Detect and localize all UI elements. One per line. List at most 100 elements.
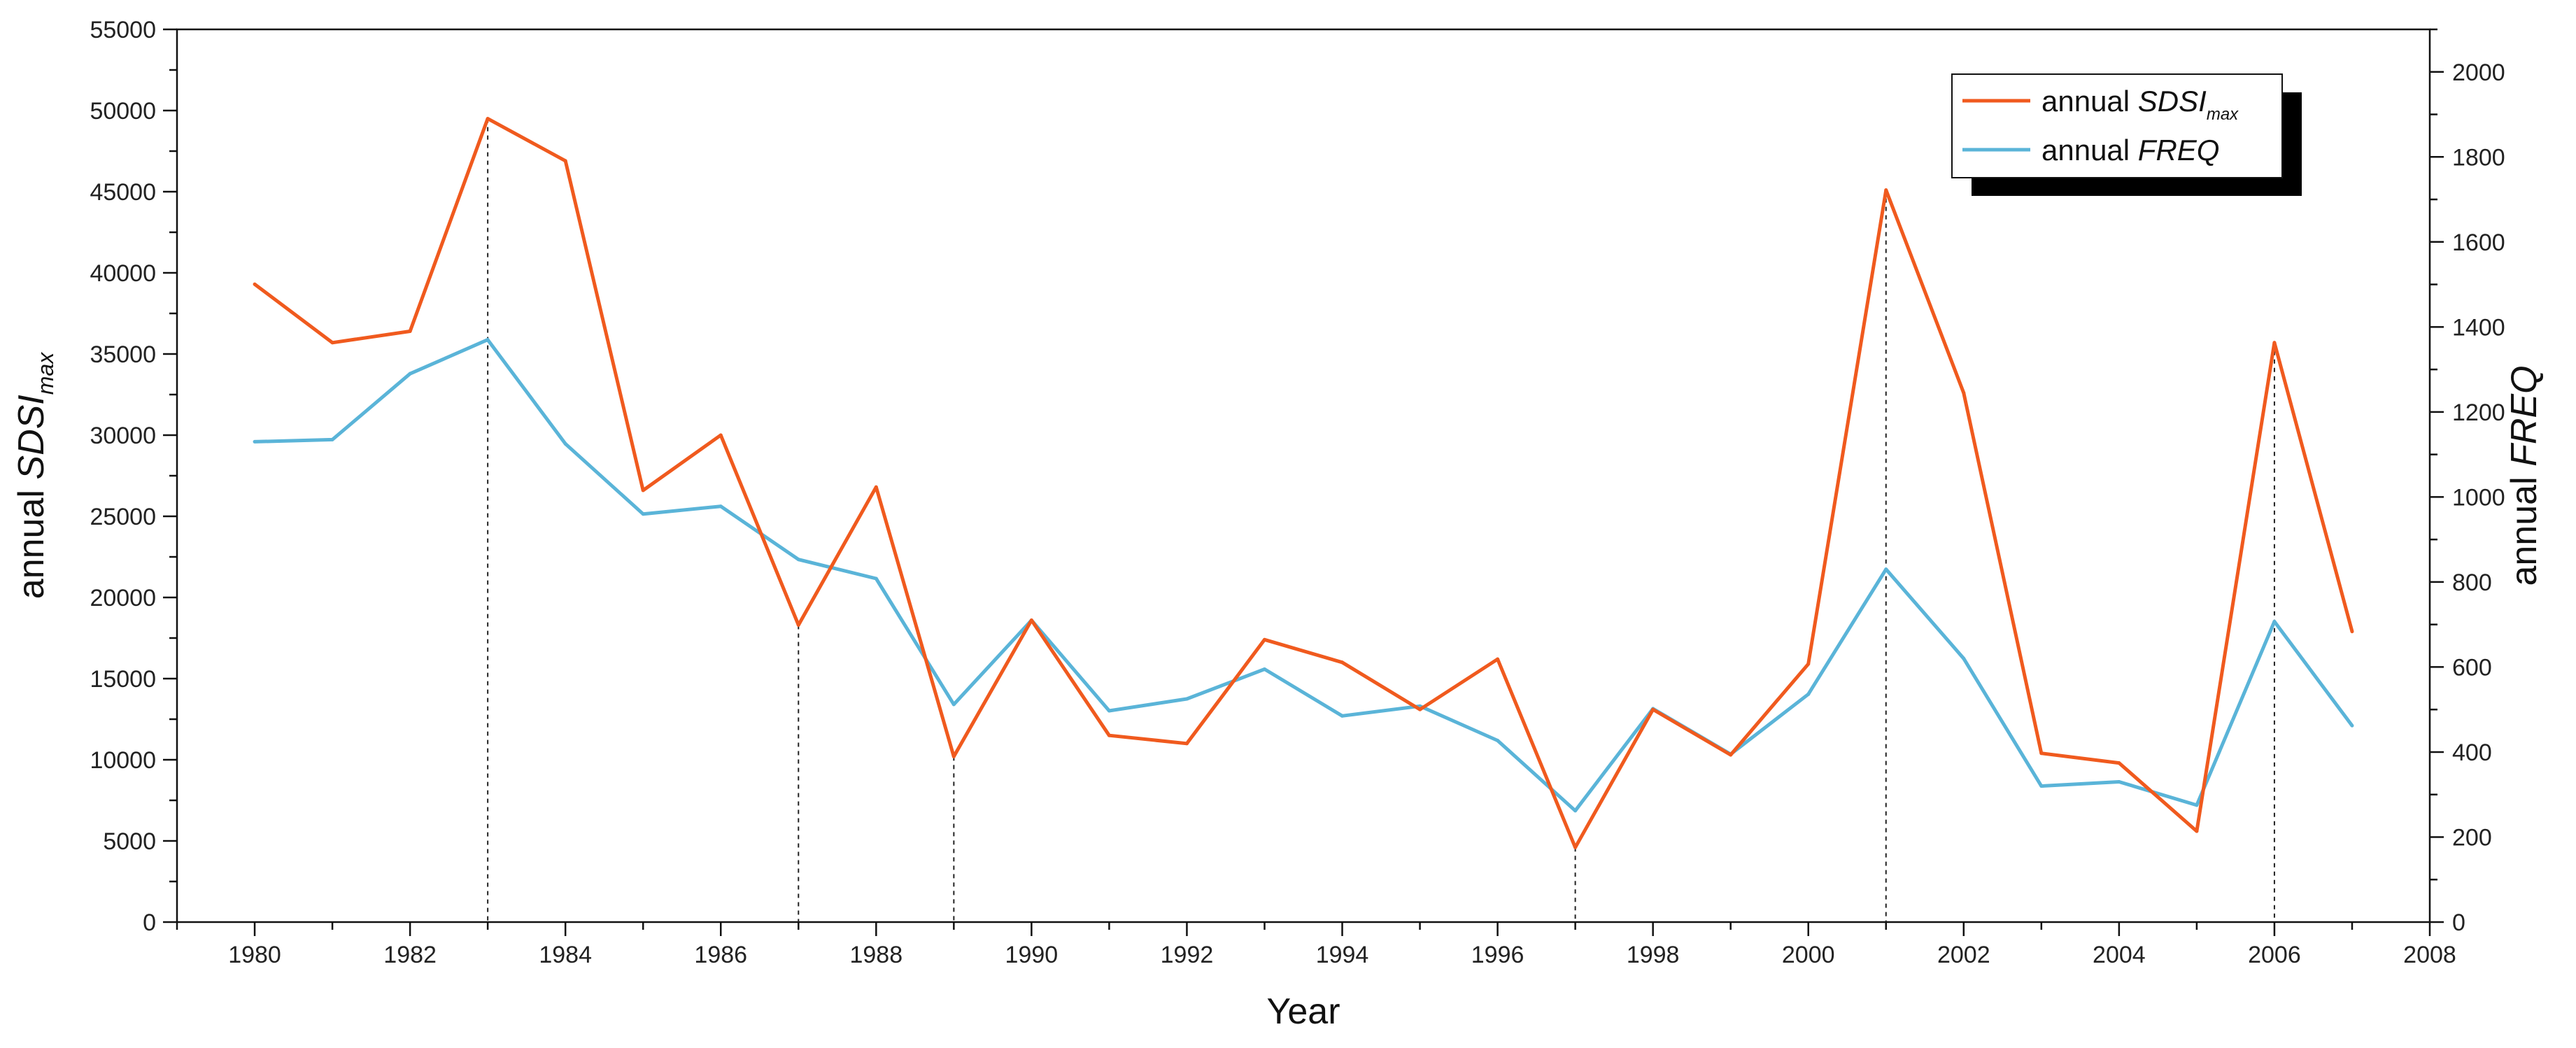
data-point-freq	[1107, 709, 1111, 713]
data-point-freq	[2195, 803, 2199, 807]
data-point-freq	[796, 558, 800, 562]
data-point-sdsi-max	[641, 488, 645, 493]
x-tick-label: 1992	[1161, 942, 1214, 968]
x-tick-label: 2004	[2093, 942, 2146, 968]
data-point-freq	[951, 702, 956, 707]
x-tick-label: 2002	[1937, 942, 1990, 968]
data-point-freq	[1573, 809, 1578, 813]
data-point-sdsi-max	[2195, 829, 2199, 833]
data-point-freq	[2272, 619, 2277, 623]
y2-axis-title: annual FREQ	[2504, 365, 2545, 586]
data-point-freq	[330, 437, 334, 441]
data-point-freq	[1962, 656, 1966, 660]
y2-tick-label: 1200	[2452, 399, 2505, 426]
data-point-freq	[1884, 567, 1888, 572]
data-point-sdsi-max	[2039, 751, 2044, 756]
data-point-sdsi-max	[1651, 707, 1655, 711]
data-point-freq	[641, 512, 645, 516]
data-point-sdsi-max	[1184, 742, 1189, 746]
data-point-sdsi-max	[1496, 657, 1500, 661]
y-tick-label: 35000	[90, 341, 156, 368]
x-tick-label: 1984	[539, 942, 592, 968]
data-point-freq	[486, 338, 490, 342]
legend: annual SDSImax annual FREQ	[1951, 73, 2302, 196]
data-point-sdsi-max	[719, 433, 723, 437]
x-axis-title: Year	[1266, 991, 1340, 1032]
data-point-freq	[2350, 723, 2354, 728]
data-point-freq	[2039, 784, 2044, 788]
legend-label-sdsi: annual SDSImax	[2041, 85, 2239, 124]
data-point-sdsi-max	[1107, 733, 1111, 737]
x-tick-label: 2000	[1782, 942, 1835, 968]
y2-tick-label: 1400	[2452, 314, 2505, 341]
x-tick-label: 1994	[1316, 942, 1369, 968]
y-tick-label: 40000	[90, 260, 156, 287]
y2-tick-label: 800	[2452, 569, 2492, 596]
data-point-freq	[2117, 779, 2121, 784]
data-point-sdsi-max	[2117, 761, 2121, 765]
x-tick-label: 2006	[2248, 942, 2301, 968]
series-line-freq	[254, 338, 2354, 813]
y-tick-label: 15000	[90, 666, 156, 693]
y-tick-label: 55000	[90, 17, 156, 43]
y-tick-label: 20000	[90, 585, 156, 611]
y2-tick-label: 1800	[2452, 144, 2505, 171]
legend-label-freq: annual FREQ	[2041, 134, 2219, 167]
y2-tick-label: 1600	[2452, 229, 2505, 256]
series-line-sdsi-max	[253, 117, 2354, 849]
data-point-sdsi-max	[1029, 618, 1033, 622]
data-point-freq	[408, 371, 412, 376]
x-tick-label: 1986	[694, 942, 747, 968]
data-point-freq	[1340, 714, 1345, 718]
data-point-sdsi-max	[1962, 391, 1966, 395]
data-point-sdsi-max	[1262, 637, 1266, 642]
y-tick-label: 30000	[90, 423, 156, 449]
series-lines	[253, 117, 2354, 849]
y-axis-title: annual SDSImax	[11, 352, 58, 599]
vertical-markers	[487, 118, 2275, 922]
y2-tick-label: 200	[2452, 824, 2492, 851]
data-point-freq	[563, 441, 567, 446]
data-point-sdsi-max	[330, 341, 334, 345]
data-point-sdsi-max	[486, 117, 490, 121]
y-tick-label: 0	[143, 909, 156, 936]
data-point-sdsi-max	[1418, 707, 1422, 711]
y2-tick-label: 1000	[2452, 484, 2505, 511]
data-point-sdsi-max	[1884, 188, 1888, 192]
data-point-sdsi-max	[1806, 662, 1811, 666]
data-point-sdsi-max	[1340, 660, 1345, 665]
data-point-sdsi-max	[2272, 341, 2277, 345]
x-tick-label: 1990	[1005, 942, 1059, 968]
data-point-freq	[1806, 692, 1811, 696]
data-point-freq	[1184, 697, 1189, 701]
y2-tick-label: 400	[2452, 739, 2492, 766]
y2-tick-label: 2000	[2452, 59, 2505, 86]
data-point-sdsi-max	[1729, 753, 1733, 757]
y-tick-label: 50000	[90, 98, 156, 125]
data-point-sdsi-max	[408, 330, 412, 334]
data-point-sdsi-max	[874, 485, 878, 489]
data-point-freq	[1262, 667, 1266, 671]
legend-box	[1951, 73, 2283, 178]
data-point-sdsi-max	[1573, 845, 1578, 849]
x-tick-label: 1980	[228, 942, 281, 968]
x-tick-label: 1996	[1471, 942, 1524, 968]
y-tick-label: 5000	[103, 828, 156, 855]
data-point-freq	[1496, 739, 1500, 743]
y-tick-label: 10000	[90, 747, 156, 774]
y2-tick-label: 0	[2452, 909, 2465, 936]
data-point-sdsi-max	[2350, 630, 2354, 634]
x-tick-label: 2008	[2403, 942, 2456, 968]
y2-tick-label: 600	[2452, 654, 2492, 681]
data-point-sdsi-max	[563, 159, 567, 163]
x-tick-label: 1982	[383, 942, 437, 968]
y-tick-label: 45000	[90, 179, 156, 206]
data-point-sdsi-max	[951, 754, 956, 758]
x-tick-label: 1998	[1627, 942, 1680, 968]
data-point-sdsi-max	[253, 282, 257, 286]
data-point-freq	[253, 439, 257, 444]
axis-ticks: 1980 1982 1984 1986 1988 1990 1992 1994 1996 1998…	[90, 17, 2505, 968]
data-point-sdsi-max	[796, 623, 800, 627]
